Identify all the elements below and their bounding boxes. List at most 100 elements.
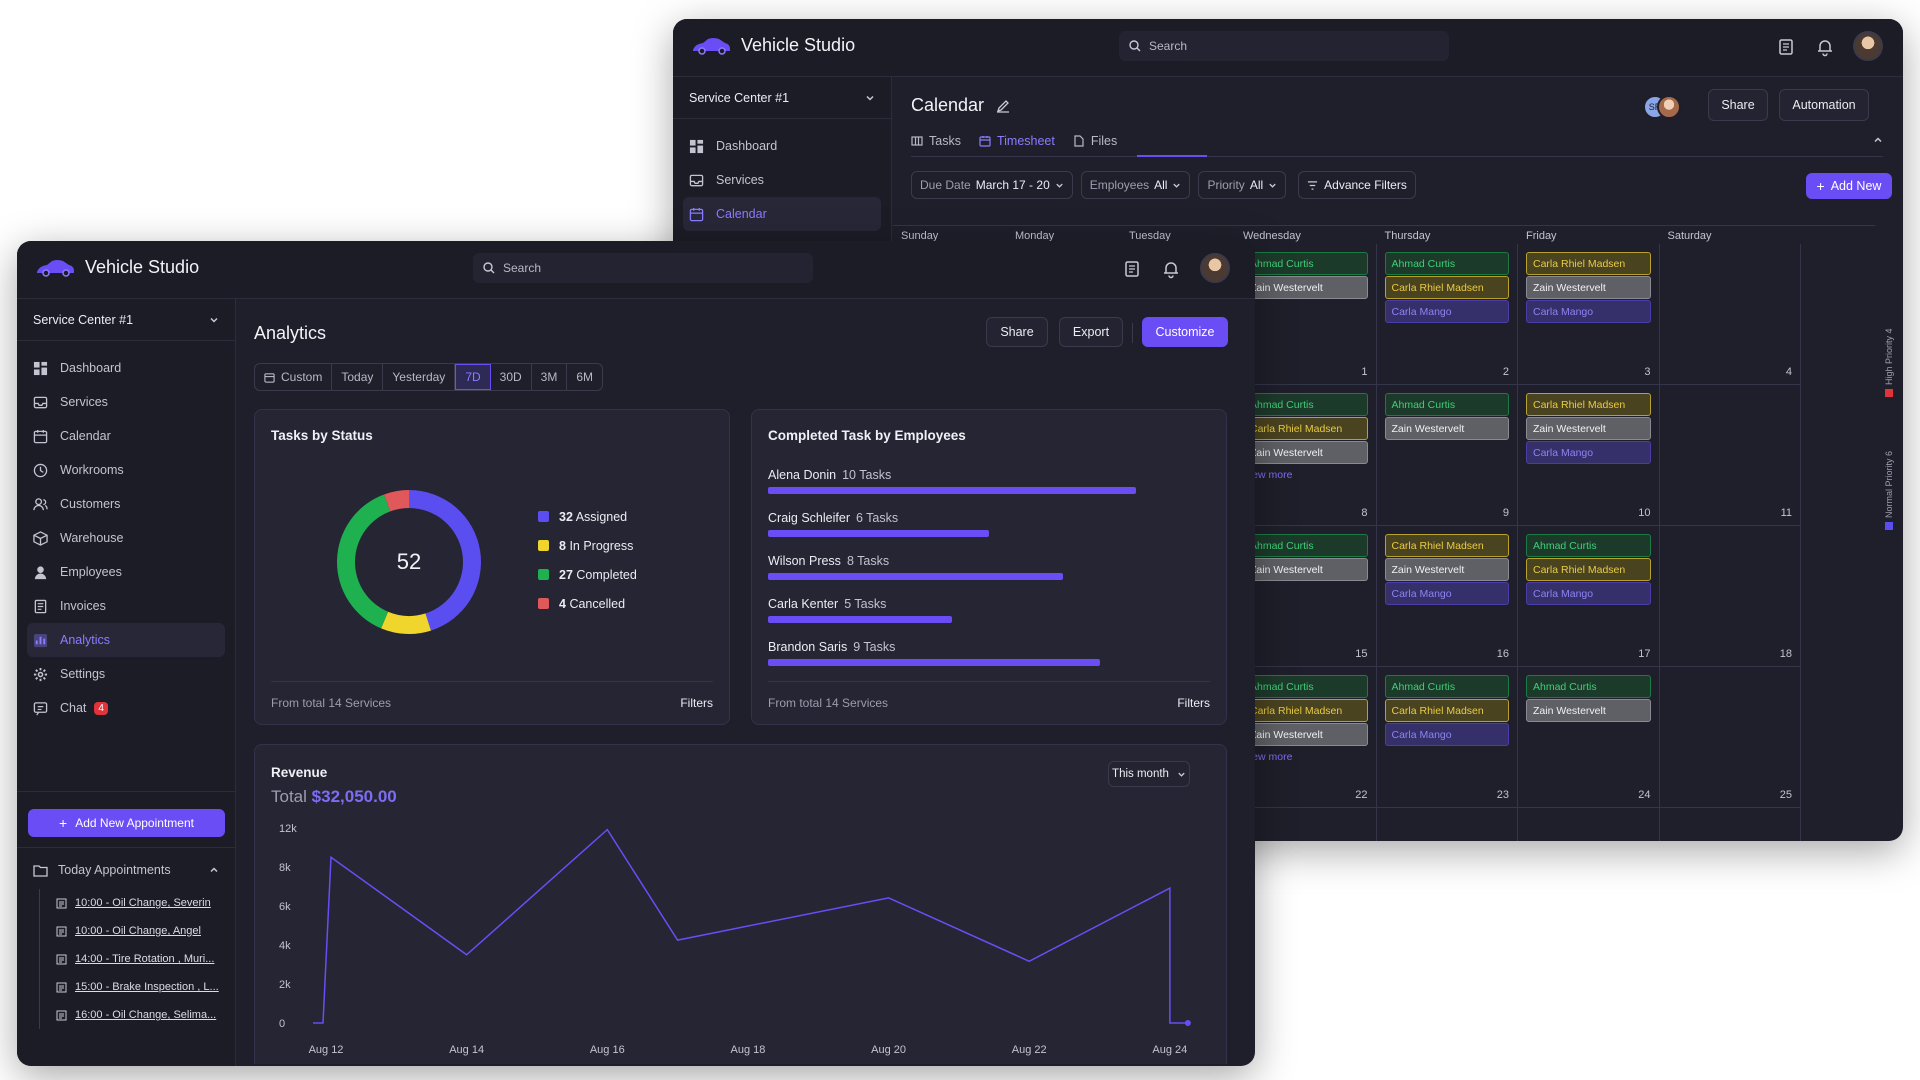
sidebar-item-customers[interactable]: Customers (27, 487, 225, 521)
appointment-chip[interactable]: Carla Mango (1526, 300, 1651, 323)
calendar-day-cell[interactable]: 11 (1659, 385, 1801, 526)
calendar-day-cell[interactable]: 18 (1659, 526, 1801, 667)
appointment-chip[interactable]: Zain Westervelt (1526, 276, 1651, 299)
bell-icon[interactable] (1161, 259, 1181, 279)
sidebar-item-analytics[interactable]: Analytics (27, 623, 225, 657)
appointment-chip[interactable]: Carla Rhiel Madsen (1243, 417, 1368, 440)
sidebar-item-workrooms[interactable]: Workrooms (27, 453, 225, 487)
tab-files[interactable]: Files (1073, 127, 1117, 155)
appointment-chip[interactable]: Carla Mango (1384, 723, 1509, 746)
add-new-appointment-button[interactable]: + Add New Appointment (28, 809, 225, 837)
brand[interactable]: Vehicle Studio (691, 35, 855, 56)
calendar-day-cell[interactable]: 4 (1659, 244, 1801, 385)
calendar-day-cell[interactable] (1235, 808, 1377, 841)
appointment-chip[interactable]: Carla Rhiel Madsen (1526, 393, 1651, 416)
appointment-chip[interactable]: Ahmad Curtis (1384, 675, 1509, 698)
filters-link[interactable]: Filters (680, 696, 713, 710)
sidebar-item-dashboard[interactable]: Dashboard (683, 129, 881, 163)
document-icon[interactable] (1776, 37, 1796, 57)
calendar-day-cell[interactable]: Ahmad Curtis Zain Westervelt 24 (1518, 667, 1660, 808)
appointment-chip[interactable]: Zain Westervelt (1384, 558, 1509, 581)
range-yesterday[interactable]: Yesterday (383, 364, 456, 390)
appointment-chip[interactable]: Carla Rhiel Madsen (1526, 558, 1651, 581)
chevron-up-icon[interactable] (1873, 135, 1883, 145)
due-date-filter[interactable]: Due Date March 17 - 20 (911, 171, 1073, 199)
appointment-chip[interactable]: Zain Westervelt (1243, 723, 1368, 746)
customize-button[interactable]: Customize (1142, 317, 1228, 347)
appointment-chip[interactable]: Ahmad Curtis (1243, 252, 1368, 275)
advance-filters-button[interactable]: Advance Filters (1298, 171, 1416, 199)
appointment-chip[interactable]: Ahmad Curtis (1526, 675, 1651, 698)
sidebar-item-settings[interactable]: Settings (27, 657, 225, 691)
appointment-item[interactable]: 14:00 - Tire Rotation , Muri... (56, 945, 225, 973)
range-3m[interactable]: 3M (532, 364, 568, 390)
range-7d[interactable]: 7D (455, 364, 491, 390)
range-6m[interactable]: 6M (567, 364, 602, 390)
appointment-item[interactable]: 10:00 - Oil Change, Severin (56, 889, 225, 917)
avatar-group[interactable]: SR (1643, 95, 1687, 119)
share-button[interactable]: Share (1708, 89, 1768, 121)
sidebar-item-invoices[interactable]: Invoices (27, 589, 225, 623)
appointment-item[interactable]: 15:00 - Brake Inspection , L... (56, 973, 225, 1001)
appointment-chip[interactable]: Zain Westervelt (1243, 558, 1368, 581)
filters-link[interactable]: Filters (1177, 696, 1210, 710)
automation-button[interactable]: Automation (1779, 89, 1869, 121)
user-avatar[interactable] (1853, 31, 1883, 61)
sidebar-item-employees[interactable]: Employees (27, 555, 225, 589)
view-more-link[interactable]: View more (1243, 751, 1293, 763)
calendar-day-cell[interactable]: Ahmad Curtis Zain Westervelt 9 (1376, 385, 1518, 526)
appointment-chip[interactable]: Ahmad Curtis (1384, 393, 1509, 416)
appointment-chip[interactable]: Ahmad Curtis (1526, 534, 1651, 557)
sidebar-item-chat[interactable]: Chat 4 (27, 691, 225, 725)
tab-timesheet[interactable]: Timesheet (979, 127, 1055, 155)
service-center-selector[interactable]: Service Center #1 (673, 77, 891, 119)
appointment-item[interactable]: 10:00 - Oil Change, Angel (56, 917, 225, 945)
appointment-chip[interactable]: Carla Rhiel Madsen (1243, 699, 1368, 722)
search-input[interactable]: Search (1119, 31, 1449, 61)
calendar-day-cell[interactable] (1377, 808, 1518, 841)
calendar-day-cell[interactable] (1660, 808, 1801, 841)
export-button[interactable]: Export (1059, 317, 1123, 347)
service-center-selector[interactable]: Service Center #1 (17, 299, 235, 341)
search-input[interactable]: Search (473, 253, 813, 283)
appointment-chip[interactable]: Ahmad Curtis (1243, 534, 1368, 557)
share-button[interactable]: Share (986, 317, 1048, 347)
appointment-chip[interactable]: Carla Mango (1526, 441, 1651, 464)
user-avatar[interactable] (1200, 253, 1230, 283)
appointment-chip[interactable]: Carla Rhiel Madsen (1384, 276, 1509, 299)
sidebar-item-services[interactable]: Services (683, 163, 881, 197)
revenue-point[interactable] (1184, 1020, 1191, 1026)
appointment-chip[interactable]: Carla Mango (1384, 582, 1509, 605)
range-30d[interactable]: 30D (491, 364, 532, 390)
calendar-day-cell[interactable] (1518, 808, 1660, 841)
sidebar-item-calendar[interactable]: Calendar (683, 197, 881, 231)
today-appointments-header[interactable]: Today Appointments (33, 859, 219, 881)
appointment-chip[interactable]: Carla Rhiel Madsen (1384, 534, 1509, 557)
appointment-chip[interactable]: Ahmad Curtis (1243, 393, 1368, 416)
period-select[interactable]: This month (1108, 761, 1190, 787)
brand[interactable]: Vehicle Studio (35, 257, 199, 278)
edit-icon[interactable] (996, 99, 1010, 113)
appointment-chip[interactable]: Carla Mango (1526, 582, 1651, 605)
appointment-chip[interactable]: Carla Rhiel Madsen (1384, 699, 1509, 722)
appointment-item[interactable]: 16:00 - Oil Change, Selima... (56, 1001, 225, 1029)
appointment-chip[interactable]: Ahmad Curtis (1384, 252, 1509, 275)
appointment-chip[interactable]: Zain Westervelt (1384, 417, 1509, 440)
sidebar-item-dashboard[interactable]: Dashboard (27, 351, 225, 385)
calendar-day-cell[interactable]: Ahmad Curtis Zain Westervelt 1 (1235, 244, 1377, 385)
bell-icon[interactable] (1815, 37, 1835, 57)
sidebar-item-services[interactable]: Services (27, 385, 225, 419)
range-custom[interactable]: Custom (255, 364, 333, 390)
calendar-day-cell[interactable]: Ahmad Curtis Zain Westervelt 15 (1235, 526, 1377, 667)
document-icon[interactable] (1122, 259, 1142, 279)
appointment-chip[interactable]: Carla Rhiel Madsen (1526, 252, 1651, 275)
employees-filter[interactable]: Employees All (1080, 171, 1191, 199)
appointment-chip[interactable]: Carla Mango (1384, 300, 1509, 323)
appointment-chip[interactable]: Zain Westervelt (1243, 276, 1368, 299)
